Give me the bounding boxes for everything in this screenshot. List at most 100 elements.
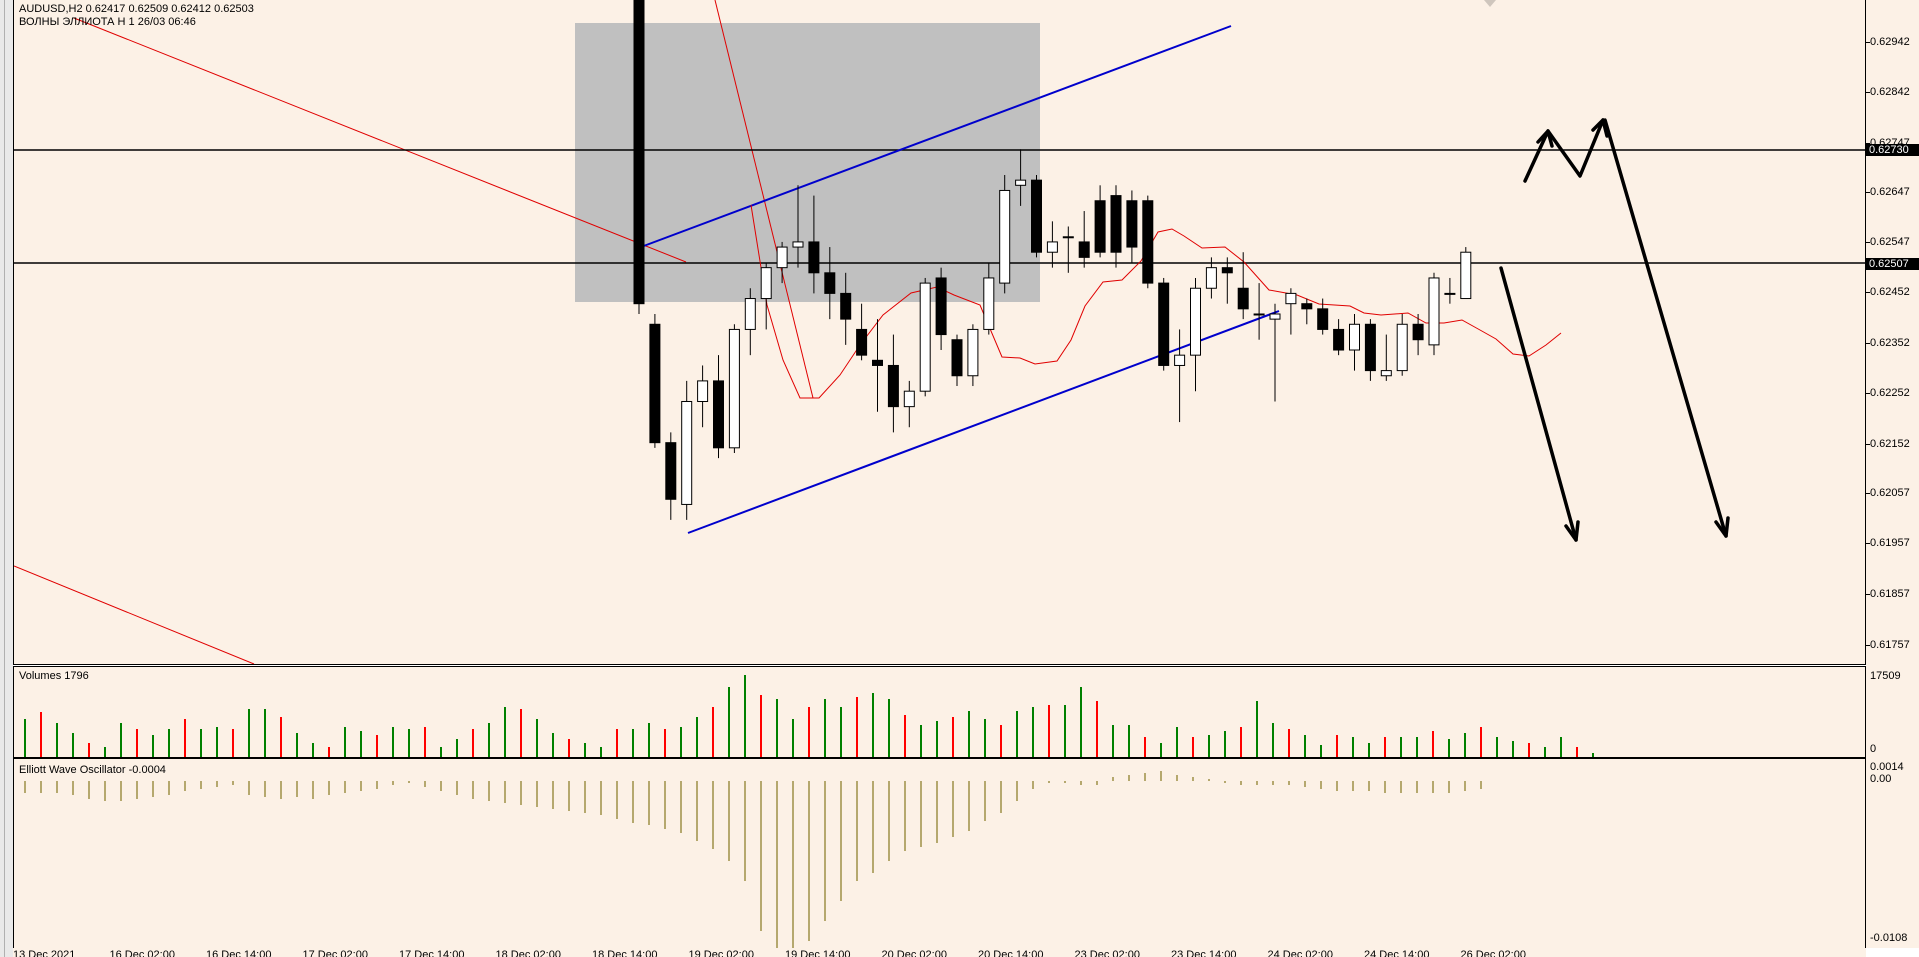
forecast-arrow-down-2[interactable] (1603, 118, 1728, 538)
bear-candle[interactable] (1158, 282, 1170, 366)
chart-shift-marker-icon[interactable] (1484, 0, 1496, 7)
bear-candle[interactable] (1078, 241, 1090, 258)
bear-candle[interactable] (1126, 200, 1138, 248)
bear-candle[interactable] (1031, 179, 1042, 253)
oscillator-bar (72, 781, 74, 795)
elliott-zone-rectangle[interactable] (575, 23, 1040, 302)
bull-candle[interactable] (792, 241, 804, 248)
volume-bar (520, 709, 522, 757)
bull-candle[interactable] (1444, 292, 1456, 295)
bull-candle[interactable] (967, 328, 979, 377)
bull-candle[interactable] (1062, 236, 1074, 239)
bear-candle[interactable] (665, 442, 677, 500)
oscillator-axis-zero: 0.00 (1870, 773, 1892, 785)
volume-bar (1064, 705, 1066, 757)
bull-candle[interactable] (1428, 277, 1440, 346)
bear-candle[interactable] (713, 380, 724, 449)
bull-candle[interactable] (760, 267, 772, 300)
bull-candle[interactable] (1460, 251, 1472, 300)
bull-candle[interactable] (999, 189, 1011, 284)
price-chart-canvas[interactable] (14, 0, 1865, 664)
bear-candle[interactable] (1412, 323, 1424, 341)
elliott-oscillator-pane[interactable]: Elliott Wave Oscillator -0.0004 (13, 758, 1866, 950)
volume-bar (1448, 739, 1450, 757)
volume-bar (40, 712, 42, 757)
volume-bar (904, 715, 906, 757)
volume-bar (1096, 701, 1098, 757)
red-steep-line[interactable] (714, 0, 814, 399)
bear-candle[interactable] (1333, 328, 1345, 351)
border-grip (4, 0, 5, 957)
bull-candle[interactable] (1349, 323, 1360, 351)
time-axis-label: 18 Dec 14:00 (592, 949, 658, 957)
bull-candle[interactable] (744, 298, 756, 330)
volume-bar (216, 727, 218, 757)
oscillator-bar (680, 781, 682, 833)
channel-upper-line[interactable] (640, 25, 1232, 248)
bull-candle[interactable] (1253, 313, 1265, 316)
bear-candle[interactable] (1237, 287, 1249, 310)
price-chart-pane[interactable]: AUDUSD,H2 0.62417 0.62509 0.62412 0.6250… (13, 0, 1866, 665)
bull-candle[interactable] (1046, 241, 1058, 253)
bear-candle[interactable] (840, 292, 852, 320)
volume-bar (712, 707, 714, 757)
bear-candle[interactable] (808, 241, 820, 274)
candlestick-series[interactable] (633, 0, 1472, 520)
bear-candle[interactable] (824, 272, 836, 294)
bear-candle[interactable] (1094, 200, 1106, 253)
price-axis[interactable]: 0.62942 0.62842 0.62747 0.62647 0.62547 0.624… (1866, 0, 1919, 666)
bull-candle[interactable] (681, 400, 693, 505)
bear-candle[interactable] (1142, 200, 1154, 284)
bear-candle[interactable] (1301, 303, 1313, 310)
bull-candle[interactable] (1015, 179, 1027, 186)
bear-candle[interactable] (887, 364, 899, 408)
bear-candle[interactable] (633, 0, 645, 305)
oscillator-bar (1416, 781, 1418, 793)
volume-bar (1432, 731, 1434, 757)
volume-bar (744, 675, 746, 757)
oscillator-bar (1464, 781, 1466, 791)
red-trendline-lower[interactable] (14, 565, 255, 664)
bear-candle[interactable] (935, 277, 947, 336)
bull-candle[interactable] (776, 246, 788, 269)
time-axis[interactable]: 13 Dec 2021 16 Dec 02:00 16 Dec 14:00 17 De… (13, 948, 1866, 957)
bull-candle[interactable] (1205, 267, 1217, 289)
channel-lower-line[interactable] (687, 310, 1280, 534)
bull-candle[interactable] (919, 282, 931, 392)
bull-candle[interactable] (697, 380, 709, 402)
bull-candle[interactable] (1380, 370, 1392, 377)
bull-candle[interactable] (1190, 287, 1201, 356)
volume-bar (1480, 727, 1482, 757)
oscillator-bar (392, 781, 394, 785)
bull-candle[interactable] (903, 390, 915, 408)
volume-bar (248, 709, 250, 757)
bull-candle[interactable] (1285, 292, 1297, 305)
forecast-arrow-down-1[interactable] (1499, 266, 1578, 542)
forecast-arrows[interactable] (1499, 118, 1730, 542)
oscillator-bar (600, 781, 602, 815)
volume-bar (968, 711, 970, 757)
bear-candle[interactable] (1221, 267, 1233, 274)
price-tick-mark (1866, 143, 1870, 144)
bear-candle[interactable] (1110, 195, 1122, 253)
volume-bar (808, 707, 810, 757)
bull-candle[interactable] (1174, 354, 1186, 366)
volumes-pane[interactable]: Volumes 1796 (13, 666, 1866, 758)
bull-candle[interactable] (983, 277, 995, 330)
bull-candle[interactable] (728, 328, 740, 449)
bear-candle[interactable] (649, 323, 661, 444)
bear-candle[interactable] (1364, 323, 1376, 372)
red-trendline-upper[interactable] (73, 17, 687, 263)
oscillator-bar (888, 781, 890, 861)
oscillator-bar (760, 781, 762, 931)
bear-candle[interactable] (872, 359, 883, 366)
price-tick-label: 0.61757 (1870, 639, 1910, 651)
bear-candle[interactable] (951, 339, 963, 377)
volume-bar (1464, 733, 1466, 757)
bull-candle[interactable] (1396, 323, 1408, 372)
volume-bar (1496, 737, 1498, 757)
forecast-zigzag[interactable] (1523, 118, 1605, 183)
bear-candle[interactable] (1317, 308, 1329, 330)
bear-candle[interactable] (856, 328, 868, 356)
bull-candle[interactable] (1269, 313, 1281, 320)
